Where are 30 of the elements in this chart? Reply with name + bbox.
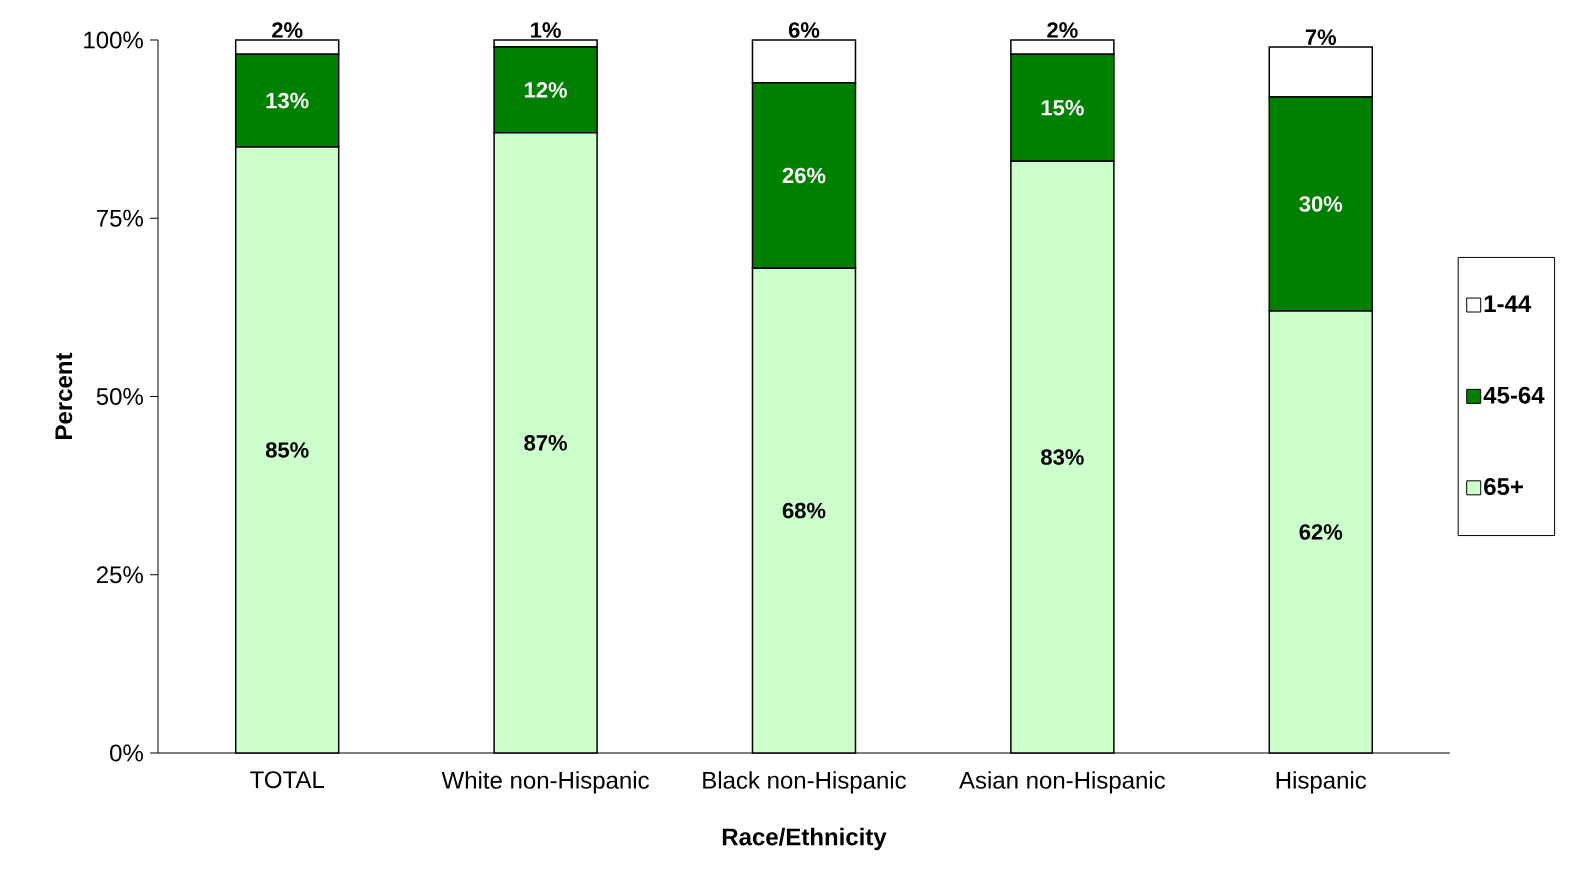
data-label: 7% xyxy=(1305,29,1337,45)
y-tick-label: 50% xyxy=(96,388,143,405)
data-label: 15% xyxy=(1041,99,1084,116)
data-label: 12% xyxy=(524,82,568,98)
data-label: 2% xyxy=(1047,22,1078,38)
x-axis-title: Race/Ethnicity xyxy=(722,827,887,851)
y-tick-label: 100% xyxy=(84,31,143,49)
data-label: 30% xyxy=(1299,196,1343,212)
legend-label: 65+ xyxy=(1484,478,1523,496)
legend-label: 45-64 xyxy=(1483,386,1545,404)
y-tick-label: 0% xyxy=(110,744,143,762)
y-tick-label: 75% xyxy=(97,209,143,227)
x-tick-label: White non-Hispanic xyxy=(441,771,649,794)
x-tick-label: Asian non-Hispanic xyxy=(959,771,1166,794)
legend-label: 1-44 xyxy=(1484,295,1532,312)
y-tick-label: 25% xyxy=(96,566,143,584)
data-label: 68% xyxy=(782,502,826,519)
x-tick-label: Hispanic xyxy=(1276,771,1367,794)
x-tick-label: Black non-Hispanic xyxy=(703,771,907,794)
data-label: 6% xyxy=(788,22,820,38)
y-axis-title: Percent xyxy=(55,352,73,439)
data-label: 87% xyxy=(524,435,568,451)
data-label: 26% xyxy=(782,167,826,184)
data-label: 85% xyxy=(265,442,309,458)
data-label: 83% xyxy=(1041,449,1084,465)
data-label: 1% xyxy=(531,22,561,38)
data-label: 62% xyxy=(1299,524,1343,540)
x-tick-label: TOTAL xyxy=(250,771,324,789)
data-label: 13% xyxy=(266,92,309,109)
data-label: 2% xyxy=(272,22,303,38)
